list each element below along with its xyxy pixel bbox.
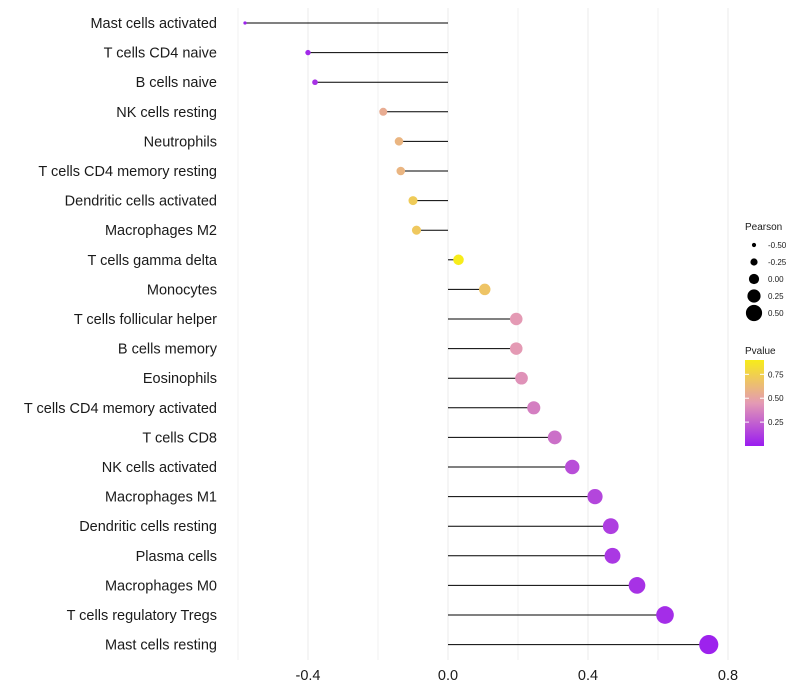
size-legend-dot: [751, 242, 757, 248]
size-legend-label: 0.00: [768, 275, 784, 284]
data-point: [509, 342, 523, 355]
size-legend-title: Pearson: [745, 222, 782, 233]
category-label: B cells naive: [136, 75, 217, 91]
data-point: [509, 312, 523, 326]
size-legend-dot: [748, 273, 760, 285]
size-legend-dot: [747, 289, 761, 303]
color-legend-title: Pvalue: [745, 346, 776, 357]
category-label: Macrophages M0: [105, 578, 217, 594]
x-tick-labels: -0.4 0.0 0.4 0.8: [296, 668, 739, 684]
size-legend-label: -0.25: [768, 258, 787, 267]
pvalue-color-legend: Pvalue 0.75 0.50 0.25: [745, 346, 784, 446]
x-tick-label: -0.4: [296, 668, 321, 684]
category-label: Mast cells activated: [90, 16, 217, 32]
data-point: [604, 547, 621, 564]
size-legend-label: -0.50: [768, 241, 787, 250]
x-tick-label: 0.0: [438, 668, 458, 684]
data-point: [394, 137, 404, 146]
color-legend-label: 0.25: [768, 418, 784, 427]
data-point: [527, 401, 541, 415]
data-point: [453, 254, 464, 266]
category-label: Plasma cells: [136, 549, 217, 565]
category-label: T cells follicular helper: [74, 312, 217, 328]
category-label: Monocytes: [147, 282, 217, 298]
data-point: [587, 488, 603, 505]
data-point: [656, 606, 674, 624]
size-legend-label: 0.50: [768, 309, 784, 318]
x-tick-label: 0.4: [578, 668, 598, 684]
color-legend-label: 0.75: [768, 370, 784, 379]
data-point: [699, 635, 719, 655]
data-point: [479, 283, 491, 296]
category-label: T cells gamma delta: [88, 253, 218, 269]
data-point: [515, 371, 528, 385]
color-bar: [745, 360, 764, 446]
category-label: NK cells resting: [116, 105, 217, 121]
data-point: [396, 166, 406, 176]
data-point: [379, 107, 388, 116]
data-point: [243, 21, 247, 25]
data-point: [628, 577, 646, 594]
category-labels: Mast cells activated T cells CD4 naive B c…: [24, 16, 218, 654]
grid-lines: [237, 8, 729, 660]
pearson-size-legend: Pearson -0.50 -0.25 0.00 0.25 0.50: [745, 222, 787, 322]
category-label: T cells CD4 memory resting: [38, 164, 217, 180]
category-label: T cells CD4 naive: [104, 46, 217, 62]
x-tick-label: 0.8: [718, 668, 738, 684]
category-label: T cells CD8: [142, 430, 217, 446]
category-label: Macrophages M1: [105, 490, 217, 506]
size-legend-dot: [745, 304, 763, 322]
category-label: Neutrophils: [144, 134, 217, 150]
data-point: [547, 430, 562, 445]
category-label: T cells CD4 memory activated: [24, 401, 217, 417]
data-point: [565, 459, 580, 475]
category-label: NK cells activated: [102, 460, 217, 476]
points: [243, 21, 719, 655]
category-label: T cells regulatory Tregs: [67, 608, 217, 624]
data-point: [411, 225, 422, 235]
color-legend-label: 0.50: [768, 394, 784, 403]
category-label: B cells memory: [118, 342, 218, 358]
size-legend-dot: [750, 258, 758, 266]
data-point: [305, 49, 311, 56]
data-point: [312, 79, 318, 86]
size-legend-label: 0.25: [768, 292, 784, 301]
data-point: [408, 196, 418, 206]
category-label: Macrophages M2: [105, 223, 217, 239]
data-point: [602, 518, 619, 535]
stems: [245, 22, 709, 646]
category-label: Dendritic cells activated: [65, 194, 217, 210]
category-label: Dendritic cells resting: [79, 519, 217, 535]
category-label: Eosinophils: [143, 371, 217, 387]
category-label: Mast cells resting: [105, 638, 217, 654]
